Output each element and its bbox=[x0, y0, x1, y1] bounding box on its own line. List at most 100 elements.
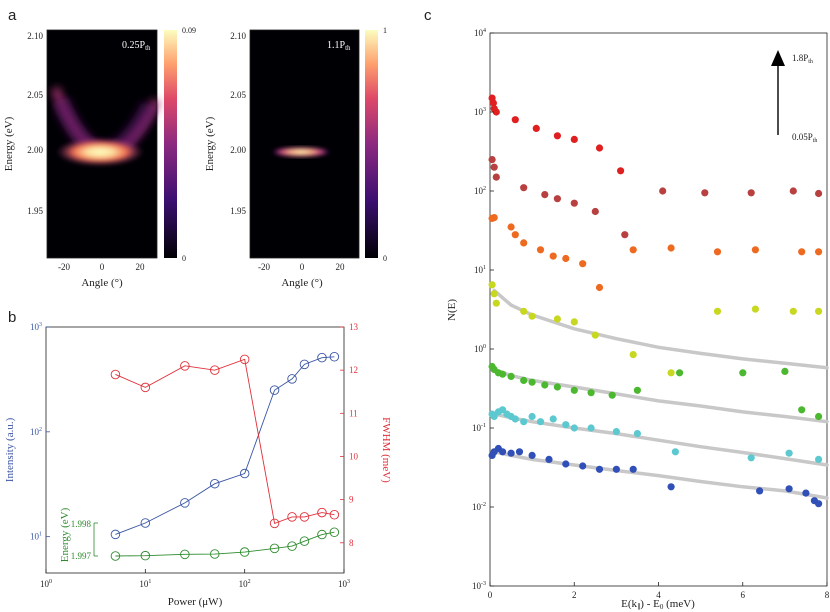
data-point-series-2 bbox=[553, 195, 562, 203]
data-point-series-7 bbox=[802, 489, 810, 497]
data-point-series-7 bbox=[499, 448, 507, 456]
data-point-energy bbox=[329, 527, 340, 537]
chart-b-right-tick-label: 9 bbox=[349, 495, 354, 505]
energy-inset-axis: 1.998 1.997 Energy (eV) bbox=[59, 507, 98, 562]
data-point-series-3 bbox=[520, 239, 528, 247]
data-point-series-7 bbox=[815, 500, 823, 508]
data-point-series-1 bbox=[617, 167, 625, 175]
data-point-series-6 bbox=[747, 454, 755, 462]
chart-c-xtick-label: 8 bbox=[825, 590, 830, 600]
chart-b-xlabel: Power (μW) bbox=[168, 596, 223, 608]
fit-curve-4 bbox=[492, 450, 829, 500]
data-point-series-2 bbox=[747, 189, 755, 197]
data-point-series-5 bbox=[553, 383, 562, 391]
data-point-series-5 bbox=[781, 367, 789, 375]
chart-c-ytick-label: 101 bbox=[474, 265, 486, 275]
data-point-series-3 bbox=[595, 283, 604, 292]
data-point-series-6 bbox=[511, 415, 519, 423]
data-point-series-6 bbox=[570, 424, 578, 432]
data-point-series-5 bbox=[507, 372, 515, 380]
heatmap-left-yticks: 2.10 2.05 2.00 1.95 bbox=[27, 31, 43, 216]
data-point-energy bbox=[317, 529, 327, 540]
data-point-intensity bbox=[269, 385, 280, 395]
heatmap-left: 2.10 2.05 2.00 1.95 -20 0 20 Angle (°) E… bbox=[3, 26, 196, 289]
colorbar-left-max: 0.09 bbox=[182, 26, 196, 35]
data-point-series-1 bbox=[553, 132, 562, 140]
data-point-series-5 bbox=[587, 389, 595, 397]
data-point-series-2 bbox=[541, 191, 549, 199]
chart-c-ytick-label: 100 bbox=[474, 344, 486, 354]
data-point-series-2 bbox=[570, 199, 578, 207]
data-point-series-3 bbox=[507, 223, 515, 231]
data-point-series-2 bbox=[659, 187, 667, 195]
data-point-series-5 bbox=[499, 370, 507, 378]
chart-c-fits bbox=[492, 288, 829, 500]
data-point-series-4 bbox=[591, 331, 599, 339]
chart-b-right-tick-label: 10 bbox=[349, 451, 359, 461]
chart-c-xtick-label: 2 bbox=[572, 590, 577, 600]
data-point-intensity bbox=[140, 518, 151, 528]
data-point-series-1 bbox=[489, 99, 497, 107]
power-arrow-bottom-label: 0.05Pth bbox=[792, 132, 817, 144]
data-point-series-4 bbox=[629, 351, 637, 359]
chart-b-right-ylabel: FWHM (meV) bbox=[380, 417, 392, 483]
data-point-series-2 bbox=[701, 189, 709, 197]
data-point-series-1 bbox=[595, 144, 604, 152]
data-point-series-4 bbox=[528, 312, 536, 320]
data-point-series-3 bbox=[798, 248, 806, 256]
heatmap-right-ylabel: Energy (eV) bbox=[204, 116, 216, 171]
chart-b-right-tick-label: 13 bbox=[349, 322, 359, 332]
colorbar-right-min: 0 bbox=[383, 254, 387, 263]
chart-b-frame bbox=[45, 326, 345, 574]
data-point-series-4 bbox=[789, 307, 797, 315]
fit-curve-1 bbox=[492, 288, 829, 370]
data-point-series-6 bbox=[520, 418, 528, 426]
chart-c-xtick-label: 6 bbox=[741, 590, 746, 600]
data-point-series-6 bbox=[528, 412, 536, 421]
data-point-series-2 bbox=[621, 231, 629, 239]
data-point-series-2 bbox=[591, 207, 599, 216]
data-point-series-4 bbox=[553, 315, 562, 323]
data-point-series-5 bbox=[676, 369, 684, 377]
data-point-series-4 bbox=[488, 281, 496, 289]
chart-b-left-ylabel: Intensity (a.u.) bbox=[4, 417, 16, 482]
data-point-energy bbox=[180, 549, 190, 560]
heatmap-left-xticks: -20 0 20 bbox=[58, 262, 145, 272]
data-point-series-7 bbox=[507, 449, 515, 457]
data-point-intensity bbox=[239, 468, 250, 479]
data-point-intensity bbox=[287, 374, 297, 384]
chart-b-xtick-label: 101 bbox=[139, 579, 151, 589]
data-point-series-5 bbox=[608, 391, 616, 399]
chart-c-ytick-label: 102 bbox=[474, 186, 486, 196]
chart-b-left-ticks: 101 102 103 bbox=[30, 322, 50, 542]
power-arrow-head bbox=[771, 50, 785, 66]
data-point-series-4 bbox=[492, 299, 500, 307]
chart-b-right-ticks: 8 9 10 11 12 13 bbox=[340, 322, 359, 548]
heatmap-left-xtick-20: 20 bbox=[136, 262, 146, 272]
chart-b-series bbox=[110, 352, 340, 561]
data-point-series-7 bbox=[545, 455, 553, 463]
data-point-series-3 bbox=[667, 244, 675, 252]
energy-inset-label: Energy (eV) bbox=[59, 507, 71, 562]
data-point-series-7 bbox=[785, 485, 793, 493]
heatmap-left-ytick-200: 2.00 bbox=[27, 145, 43, 155]
data-point-series-3 bbox=[713, 248, 722, 256]
chart-c-yticks: 10-3 10-2 10-1 100 101 102 103 104 bbox=[472, 28, 494, 591]
colorbar-right bbox=[365, 30, 378, 258]
data-point-series-5 bbox=[528, 378, 536, 386]
data-point-series-3 bbox=[629, 246, 637, 254]
series-line-fwhm bbox=[115, 358, 335, 524]
chart-b-left-tick-label: 102 bbox=[30, 427, 42, 437]
data-point-series-6 bbox=[587, 424, 595, 432]
heatmap-left-condensate bbox=[56, 138, 144, 166]
data-point-fwhm bbox=[180, 361, 190, 371]
data-point-series-3 bbox=[511, 231, 519, 239]
data-point-series-7 bbox=[612, 465, 621, 473]
chart-b: 100 101 102 103 101 102 103 8 9 10 11 12 13 Power … bbox=[4, 322, 392, 608]
heatmap-left-ytick-210: 2.10 bbox=[27, 31, 43, 41]
data-point-series-6 bbox=[549, 415, 557, 423]
chart-b-left-tick-label: 101 bbox=[30, 532, 42, 542]
energy-inset-tick-bottom-label: 1.997 bbox=[71, 551, 92, 561]
data-point-series-5 bbox=[815, 412, 823, 421]
